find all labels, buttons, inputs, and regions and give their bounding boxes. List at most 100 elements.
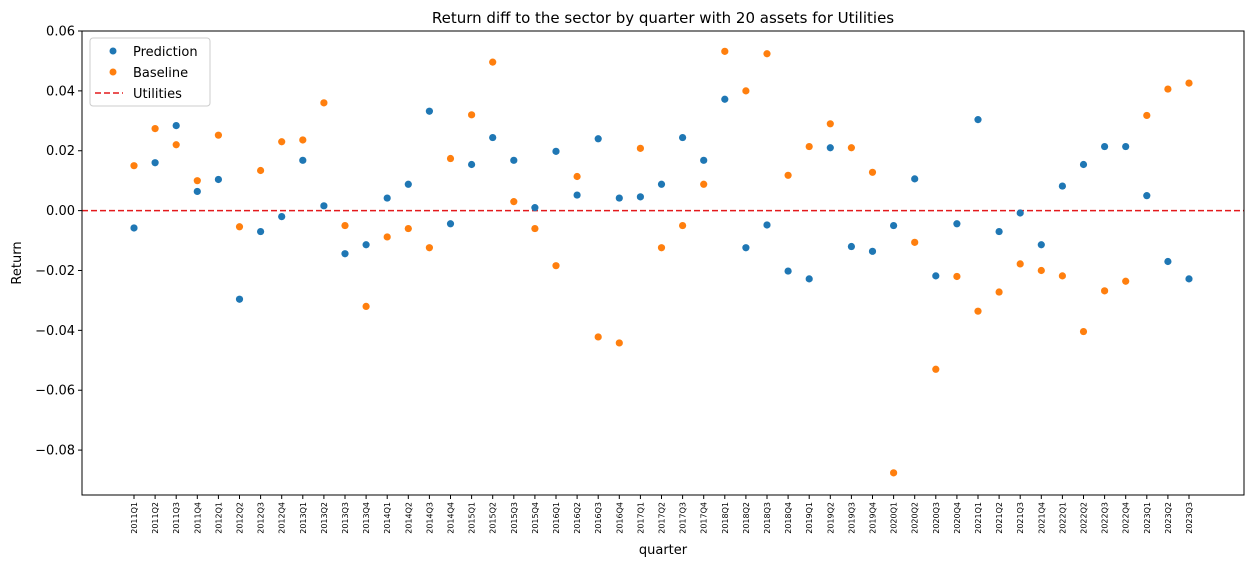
prediction-point xyxy=(974,116,982,124)
prediction-point xyxy=(868,247,877,255)
baseline-point xyxy=(573,172,581,181)
x-tick-label: 2021Q3 xyxy=(1016,502,1025,534)
x-tick-label: 2022Q3 xyxy=(1101,502,1110,534)
prediction-point xyxy=(299,156,307,164)
x-tick-label: 2019Q3 xyxy=(847,502,856,534)
baseline-point xyxy=(890,469,898,477)
baseline-point xyxy=(826,120,834,128)
prediction-point xyxy=(1079,160,1088,169)
x-tick-label: 2013Q4 xyxy=(362,502,371,534)
prediction-point xyxy=(615,194,623,202)
legend-marker-prediction xyxy=(109,47,117,55)
baseline-point xyxy=(531,224,539,233)
prediction-point xyxy=(425,107,433,115)
prediction-point xyxy=(1164,257,1172,266)
baseline-point xyxy=(742,87,750,95)
baseline-point xyxy=(278,138,286,146)
x-tick-label: 2012Q4 xyxy=(278,502,287,534)
x-tick-label: 2021Q2 xyxy=(995,502,1004,534)
baseline-point xyxy=(1058,272,1066,280)
plot-area xyxy=(82,47,1244,477)
prediction-point xyxy=(1185,275,1193,283)
y-tick-label: 0.06 xyxy=(46,25,75,40)
baseline-point xyxy=(1143,111,1151,120)
x-tick-label: 2014Q1 xyxy=(383,502,392,534)
y-tick-label: 0.04 xyxy=(46,84,75,99)
x-tick-label: 2023Q2 xyxy=(1164,502,1173,534)
baseline-point xyxy=(1016,260,1024,268)
x-tick-label: 2020Q1 xyxy=(890,502,899,534)
legend-box xyxy=(89,37,211,107)
baseline-point xyxy=(636,144,645,152)
prediction-point xyxy=(404,180,412,188)
baseline-point xyxy=(383,233,391,241)
baseline-point xyxy=(1164,85,1172,93)
x-tick-label: 2022Q1 xyxy=(1058,502,1067,534)
x-tick-label: 2013Q3 xyxy=(341,502,350,534)
prediction-point xyxy=(468,160,476,169)
x-tick-label: 2019Q2 xyxy=(826,502,835,534)
x-tick-label: 2015Q2 xyxy=(489,502,498,534)
y-axis-label: Return xyxy=(10,241,25,284)
prediction-point xyxy=(130,224,138,232)
x-tick-label: 2017Q1 xyxy=(636,502,645,534)
baseline-point xyxy=(911,238,919,246)
x-tick-label: 2011Q3 xyxy=(172,502,181,534)
baseline-point xyxy=(362,302,370,311)
baseline-point xyxy=(404,224,412,233)
baseline-point xyxy=(299,136,307,144)
prediction-point xyxy=(1101,142,1109,151)
baseline-point xyxy=(468,111,476,119)
y-axis: 0.06 0.04 0.02 0.00 −0.02 −0.04 −0.06 −0.08 xyxy=(35,25,82,459)
x-tick-label: 2023Q3 xyxy=(1185,502,1194,534)
prediction-point xyxy=(510,156,518,164)
baseline-point xyxy=(552,262,560,270)
prediction-point xyxy=(531,204,539,212)
baseline-point xyxy=(1101,287,1109,295)
prediction-point xyxy=(826,144,834,152)
y-tick-label: 0.02 xyxy=(46,144,75,159)
chart-title: Return diff to the sector by quarter wit… xyxy=(432,9,894,27)
y-tick-label: −0.02 xyxy=(35,264,75,279)
x-tick-label: 2021Q1 xyxy=(974,502,983,534)
x-tick-label: 2018Q4 xyxy=(784,502,793,534)
baseline-point xyxy=(320,99,328,107)
prediction-point xyxy=(320,202,328,210)
prediction-point xyxy=(1058,182,1066,190)
prediction-point xyxy=(911,175,919,183)
prediction-point xyxy=(151,159,159,167)
x-tick-label: 2014Q4 xyxy=(447,502,456,534)
prediction-point xyxy=(362,241,370,249)
x-tick-label: 2011Q4 xyxy=(193,502,202,534)
prediction-point xyxy=(341,250,349,258)
x-tick-label: 2015Q3 xyxy=(510,502,519,534)
y-tick-label: −0.06 xyxy=(35,384,75,399)
prediction-point xyxy=(742,244,750,252)
x-tick-label: 2016Q1 xyxy=(552,502,561,534)
prediction-point xyxy=(193,187,201,196)
x-axis-label: quarter xyxy=(639,543,688,558)
legend-label-baseline: Baseline xyxy=(133,66,188,81)
baseline-point xyxy=(172,141,180,149)
baseline-point xyxy=(510,198,518,206)
x-tick-label: 2017Q3 xyxy=(679,502,688,534)
plot-frame xyxy=(81,30,1245,496)
legend-label-prediction: Prediction xyxy=(133,45,198,60)
x-tick-label: 2016Q4 xyxy=(615,502,624,534)
y-tick-label: −0.04 xyxy=(35,324,75,339)
x-tick-label: 2012Q2 xyxy=(236,502,245,534)
prediction-point xyxy=(679,133,687,142)
prediction-point xyxy=(489,133,497,142)
baseline-point xyxy=(974,307,982,315)
prediction-point xyxy=(636,193,645,201)
x-tick-label: 2012Q1 xyxy=(214,502,223,534)
baseline-point xyxy=(763,50,771,58)
x-tick-label: 2018Q2 xyxy=(742,502,751,534)
prediction-point xyxy=(657,180,666,188)
baseline-point xyxy=(151,124,159,133)
legend-marker-baseline xyxy=(109,68,117,76)
baseline-point xyxy=(193,177,201,185)
legend: Prediction Baseline Utilities xyxy=(89,37,211,107)
prediction-point xyxy=(257,227,265,236)
baseline-point xyxy=(1122,277,1130,285)
